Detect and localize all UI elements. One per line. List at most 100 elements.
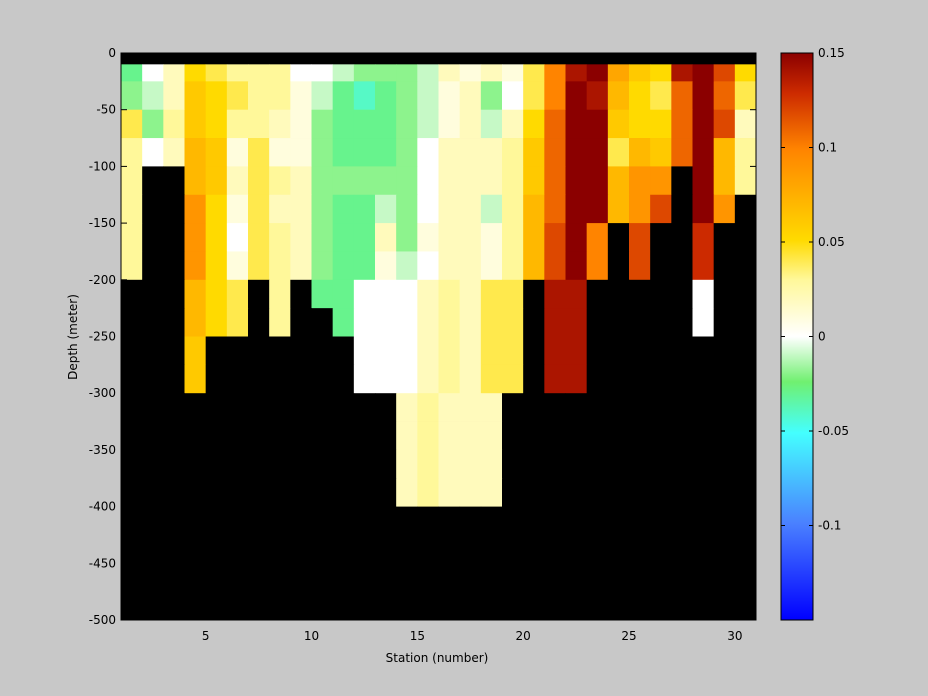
heatmap-cell [269, 138, 291, 167]
heatmap-cell [248, 364, 270, 394]
heatmap-cell [459, 336, 482, 366]
heatmap-cell [586, 166, 609, 196]
heatmap-cell [607, 393, 630, 422]
heatmap-cell [713, 364, 736, 394]
heatmap-cell [375, 194, 397, 224]
heatmap-cell [396, 53, 418, 65]
heatmap-cell [248, 336, 270, 366]
heatmap-cell [629, 64, 651, 82]
heatmap-cell [375, 109, 397, 139]
heatmap-cell [353, 336, 376, 366]
heatmap-cell [205, 364, 228, 394]
y-tick-label: -450 [89, 556, 116, 570]
heatmap-cell [586, 308, 609, 337]
heatmap-cell [565, 336, 588, 366]
heatmap-cell [734, 308, 757, 337]
heatmap-cell [586, 478, 609, 507]
heatmap-cell [226, 308, 249, 337]
heatmap-cell [205, 506, 228, 621]
heatmap-cell [629, 109, 651, 139]
heatmap-cell [396, 478, 418, 507]
heatmap-cell [438, 478, 461, 507]
heatmap-cell [396, 138, 418, 167]
heatmap-cell [565, 166, 588, 196]
heatmap-cell [629, 81, 651, 111]
y-tick-label: -350 [89, 443, 116, 457]
heatmap-cell [332, 506, 355, 621]
heatmap-cell [142, 53, 164, 65]
heatmap-cell [184, 64, 207, 82]
colorbar: 0.15 0.1 0.05 0 -0.05 -0.1 [780, 46, 849, 621]
heatmap-cell [459, 223, 482, 252]
heatmap-cell [396, 393, 418, 422]
heatmap-cell [269, 393, 291, 422]
heatmap-cell [650, 109, 672, 139]
heatmap-cell [438, 421, 461, 451]
heatmap-cell [205, 251, 228, 281]
heatmap-cell [417, 421, 439, 451]
heatmap-cell [650, 81, 672, 111]
x-tick-label: 10 [304, 629, 319, 643]
heatmap-cell [459, 364, 482, 394]
heatmap-cell [692, 251, 715, 281]
heatmap-cell [184, 53, 207, 65]
heatmap-cell [353, 393, 376, 422]
heatmap-cell [480, 393, 503, 422]
heatmap-cell [353, 449, 376, 479]
heatmap-cell [205, 223, 228, 252]
y-axis: 0 -50 -100 -150 -200 -250 -300 -350 -400 -450 -500 [89, 46, 757, 627]
heatmap-cell [713, 64, 736, 82]
heatmap-cell [734, 109, 757, 139]
heatmap-cell [163, 53, 185, 65]
heatmap-cell [290, 393, 312, 422]
heatmap-cell [142, 138, 164, 167]
heatmap-cell [734, 393, 757, 422]
heatmap-cell [332, 364, 355, 394]
heatmap-cell [480, 81, 503, 111]
heatmap-cell [692, 53, 715, 65]
heatmap-cell [226, 109, 249, 139]
heatmap-cell [734, 279, 757, 309]
heatmap-cell [332, 308, 355, 337]
heatmap-cell [502, 166, 524, 196]
heatmap-cell [438, 223, 461, 252]
heatmap-cell [629, 138, 651, 167]
heatmap-cell [311, 53, 334, 65]
heatmap-cell [375, 478, 397, 507]
heatmap-cell [565, 279, 588, 309]
heatmap-cell [269, 251, 291, 281]
heatmap-cell [163, 138, 185, 167]
heatmap-cell [671, 223, 693, 252]
heatmap-cell [205, 64, 228, 82]
heatmap-cell [332, 251, 355, 281]
heatmap-cell [523, 223, 545, 252]
heatmap-cell [163, 393, 185, 422]
heatmap-cell [417, 166, 439, 196]
colorbar-tick-label: 0.05 [818, 235, 845, 249]
heatmap-cell [480, 364, 503, 394]
heatmap-cell [544, 81, 566, 111]
heatmap-cell [438, 506, 461, 621]
heatmap-cell [184, 506, 207, 621]
heatmap-cell [607, 166, 630, 196]
heatmap-cell [607, 421, 630, 451]
heatmap-cell [121, 138, 143, 167]
heatmap-cell [332, 166, 355, 196]
heatmap-cell [523, 109, 545, 139]
heatmap-cell [417, 109, 439, 139]
heatmap-cell [417, 53, 439, 65]
heatmap-cell [607, 364, 630, 394]
heatmap-cell [417, 81, 439, 111]
heatmap-cell [332, 449, 355, 479]
heatmap-cell [502, 251, 524, 281]
heatmap-cell [523, 194, 545, 224]
heatmap-cell [692, 166, 715, 196]
heatmap-cell [205, 279, 228, 309]
heatmap-cell [163, 279, 185, 309]
heatmap-cell [586, 364, 609, 394]
heatmap-cell [459, 194, 482, 224]
heatmap-cell [523, 336, 545, 366]
heatmap-cell [375, 166, 397, 196]
heatmap-cell [142, 81, 164, 111]
heatmap-cell [459, 109, 482, 139]
